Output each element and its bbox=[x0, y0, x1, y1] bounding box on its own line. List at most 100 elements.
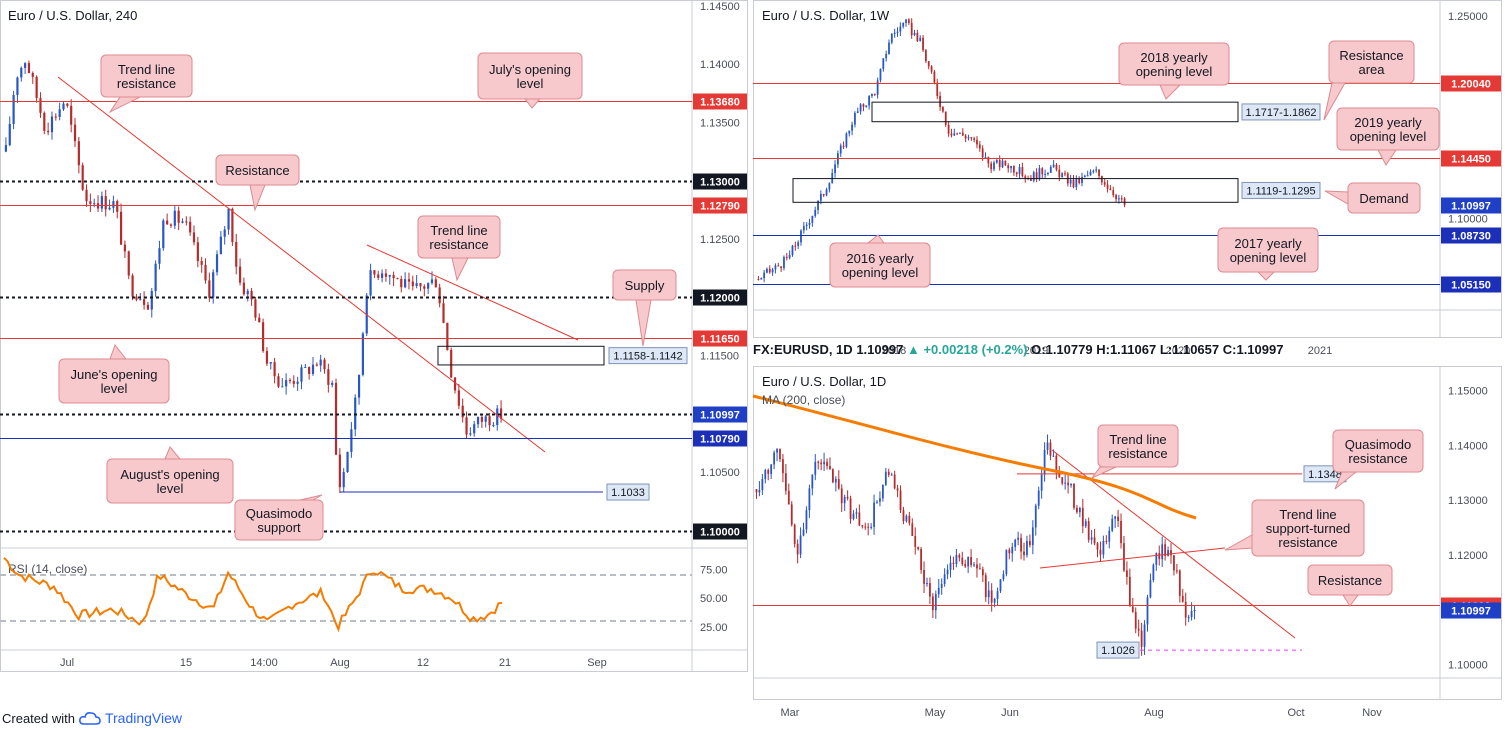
h4-candle bbox=[89, 201, 92, 204]
w1-candle bbox=[805, 224, 808, 227]
h4-price-tag bbox=[693, 330, 747, 347]
h4-candle bbox=[54, 116, 57, 118]
h4-xtick-label: 15 bbox=[180, 657, 192, 669]
d1-candle bbox=[799, 535, 802, 555]
d1-candle bbox=[837, 479, 840, 489]
h4-candle bbox=[292, 381, 295, 384]
h4-candle bbox=[277, 376, 280, 387]
w1-candle bbox=[828, 183, 831, 190]
h4-candle bbox=[77, 141, 80, 166]
w1-callout-text: area bbox=[1358, 62, 1385, 77]
w1-candle bbox=[888, 42, 890, 55]
w1-callout-box bbox=[1336, 107, 1440, 151]
h4-candle bbox=[296, 381, 299, 384]
h4-candle bbox=[35, 76, 38, 99]
d1-header: FX:EURUSD, 1D 1.10997 ▲ +0.00218 (+0.2%)… bbox=[753, 342, 1283, 357]
d1-candle bbox=[1067, 482, 1070, 486]
w1-price-tag bbox=[1441, 276, 1501, 293]
w1-candle bbox=[1069, 179, 1072, 184]
d1-candle bbox=[1120, 520, 1122, 544]
tradingview-link[interactable]: TradingView bbox=[104, 710, 183, 726]
d1-marker-label: 1.1026 bbox=[1101, 645, 1135, 657]
h4-candle bbox=[273, 362, 276, 377]
footer: Created with TradingView bbox=[2, 710, 182, 726]
w1-candle bbox=[902, 23, 905, 27]
h4-candle bbox=[496, 408, 499, 426]
w1-price-tag bbox=[1441, 197, 1501, 214]
w1-candle bbox=[766, 268, 768, 273]
w1-candle bbox=[1052, 164, 1055, 167]
w1-candle bbox=[1061, 173, 1064, 178]
h4-candle bbox=[154, 263, 157, 292]
d1-candle bbox=[940, 583, 943, 588]
d1-candle bbox=[931, 596, 934, 611]
d1-candle bbox=[896, 488, 899, 491]
d1-xtick-label: Aug bbox=[1144, 707, 1164, 719]
h4-candle bbox=[308, 367, 311, 374]
d1-candle bbox=[996, 591, 999, 599]
d1-candle bbox=[899, 490, 902, 511]
d1-candle bbox=[817, 461, 820, 463]
w1-candle bbox=[757, 279, 760, 280]
d1-candle bbox=[867, 526, 870, 528]
h4-candle bbox=[404, 279, 407, 288]
w1-callout-box bbox=[1328, 40, 1415, 84]
d1-frame bbox=[753, 366, 1502, 700]
h4-candle bbox=[453, 377, 457, 391]
h4-candle bbox=[411, 281, 414, 287]
h4-candle bbox=[419, 283, 422, 287]
h4-candle bbox=[457, 390, 460, 406]
d1-candle bbox=[990, 590, 993, 603]
w1-candle bbox=[1112, 190, 1115, 196]
d1-candle bbox=[934, 594, 937, 611]
d1-trendline-2 bbox=[1039, 547, 1226, 569]
w1-zone-label-box bbox=[1241, 103, 1321, 121]
d1-callout-text: Resistance bbox=[1318, 573, 1382, 588]
h4-candle bbox=[242, 282, 246, 295]
h4-candle bbox=[484, 416, 487, 422]
d1-candle bbox=[1161, 544, 1164, 560]
h4-candle bbox=[377, 274, 380, 278]
d1-symbol: FX:EURUSD, 1D bbox=[753, 342, 853, 357]
w1-candle bbox=[839, 145, 842, 154]
w1-zone-box bbox=[871, 101, 1239, 123]
d1-candle bbox=[873, 502, 875, 527]
h4-candle bbox=[158, 248, 161, 264]
h4-candle bbox=[112, 201, 115, 208]
w1-candle bbox=[1103, 182, 1106, 185]
h4-candle bbox=[66, 103, 69, 106]
d1-candle bbox=[832, 469, 834, 483]
h4-candle bbox=[327, 369, 330, 385]
h4-candle bbox=[116, 201, 119, 212]
h4-callout-box bbox=[100, 54, 193, 98]
rsi-ytick-label: 25.00 bbox=[700, 622, 728, 634]
w1-callout-box bbox=[1217, 227, 1319, 273]
h4-candle bbox=[196, 242, 199, 262]
d1-callout: Resistance bbox=[1307, 564, 1393, 607]
d1-change: +0.00218 (+0.2%) bbox=[923, 342, 1028, 357]
w1-candle bbox=[777, 265, 780, 267]
w1-candle bbox=[993, 162, 995, 170]
d1-candle bbox=[937, 587, 940, 595]
w1-candle bbox=[936, 82, 939, 97]
w1-candle bbox=[919, 37, 922, 42]
h4-callout-text: Quasimodo bbox=[246, 506, 312, 521]
h4-candle bbox=[369, 270, 372, 296]
w1-candle bbox=[825, 189, 828, 196]
w1-title: Euro / U.S. Dollar, 1W bbox=[762, 8, 890, 23]
d1-candle bbox=[902, 510, 905, 522]
h4-trendline-1 bbox=[57, 76, 546, 453]
h4-candle bbox=[300, 367, 303, 382]
h4-candle bbox=[4, 145, 8, 152]
d1-candle bbox=[1131, 606, 1134, 612]
h4-candle bbox=[169, 224, 173, 226]
d1-candle bbox=[881, 484, 884, 499]
h4-xtick-label: 12 bbox=[417, 657, 429, 669]
d1-candle bbox=[1096, 543, 1099, 550]
h4-candle bbox=[311, 364, 315, 374]
h4-candle bbox=[20, 67, 23, 78]
